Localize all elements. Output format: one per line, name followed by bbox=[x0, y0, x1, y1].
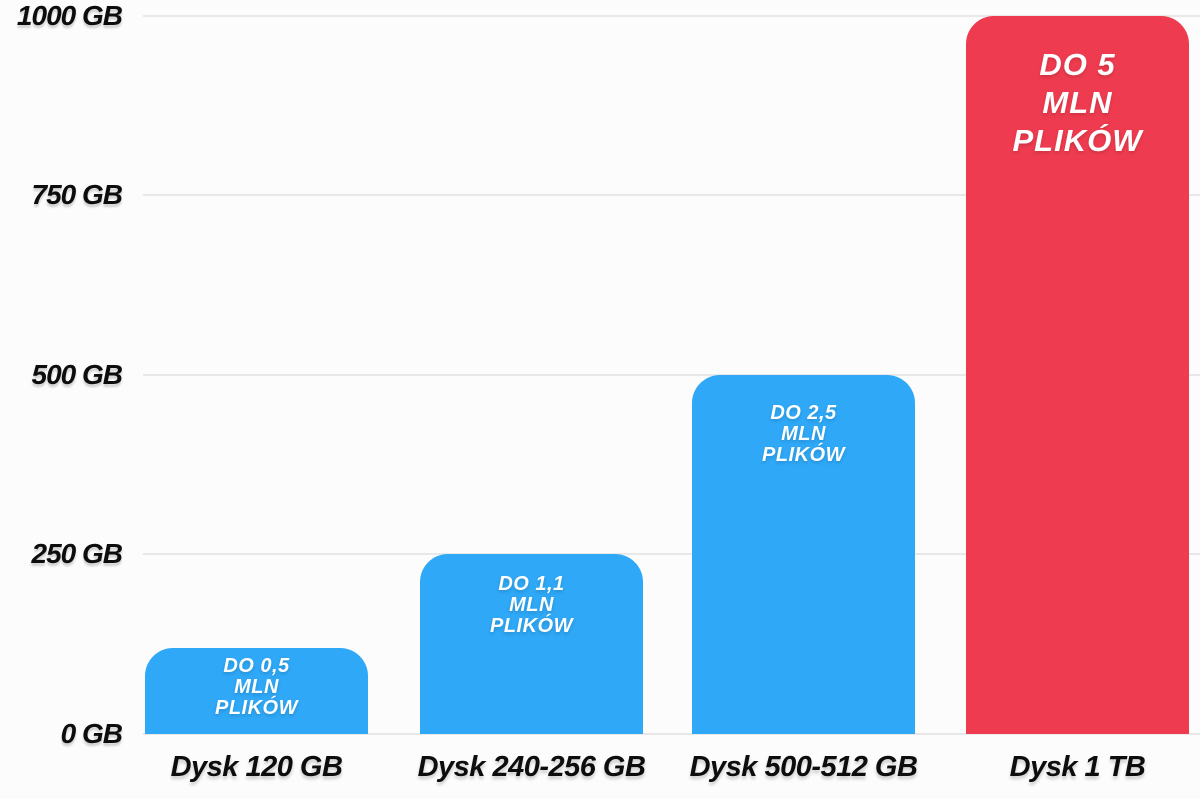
gridline-250-gb bbox=[143, 553, 1200, 556]
bar-files-label-line: MLN bbox=[1042, 84, 1113, 120]
gridline-750-gb bbox=[143, 194, 1200, 197]
bar-files-label: DO 0,5 MLN PLIKÓW bbox=[145, 648, 368, 719]
x-category-label: Dysk 120 GB bbox=[170, 751, 343, 783]
x-category-label: Dysk 1 TB bbox=[1009, 751, 1146, 783]
bar-files-label-line: PLIKÓW bbox=[762, 443, 845, 466]
gridline-0-gb bbox=[143, 733, 1200, 735]
x-category-label: Dysk 240-256 GB bbox=[417, 751, 646, 783]
bar-files-label: DO 2,5 MLN PLIKÓW bbox=[692, 375, 915, 466]
bar-dysk-120-gb: DO 0,5 MLN PLIKÓW bbox=[145, 647, 368, 734]
bar-dysk-500-512-gb: DO 2,5 MLN PLIKÓW bbox=[692, 374, 915, 734]
bar-files-label-line: DO 2,5 bbox=[770, 401, 837, 424]
y-tick-label-1000-gb: 1000 GB bbox=[16, 0, 123, 31]
bar-files-label-line: DO 1,1 bbox=[498, 573, 565, 596]
gridline-500-gb bbox=[143, 373, 1200, 376]
x-category-label: Dysk 500-512 GB bbox=[689, 751, 918, 783]
bar-files-label-line: MLN bbox=[509, 594, 554, 617]
y-tick-label-0-gb: 0 GB bbox=[60, 718, 123, 749]
bar-files-label: DO 5 MLN PLIKÓW bbox=[966, 16, 1189, 160]
bar-files-label-line: PLIKÓW bbox=[490, 615, 573, 638]
bar-files-label-line: DO 5 bbox=[1039, 46, 1116, 82]
bar-files-label-line: DO 0,5 bbox=[223, 654, 290, 677]
bar-files-label-line: PLIKÓW bbox=[1012, 122, 1143, 158]
y-tick-label-750-gb: 750 GB bbox=[31, 179, 123, 211]
bar-files-label-line: PLIKÓW bbox=[215, 696, 298, 719]
bar-dysk-1-tb: DO 5 MLN PLIKÓW bbox=[966, 15, 1189, 734]
bar-dysk-240-256-gb: DO 1,1 MLN PLIKÓW bbox=[420, 554, 643, 734]
bar-files-label-line: MLN bbox=[781, 422, 826, 445]
bar-files-label: DO 1,1 MLN PLIKÓW bbox=[420, 554, 643, 637]
bar-files-label-line: MLN bbox=[234, 675, 279, 698]
y-tick-label-500-gb: 500 GB bbox=[31, 358, 123, 390]
gridline-1000-gb bbox=[143, 14, 1200, 17]
y-tick-label-250-gb: 250 GB bbox=[31, 538, 123, 570]
